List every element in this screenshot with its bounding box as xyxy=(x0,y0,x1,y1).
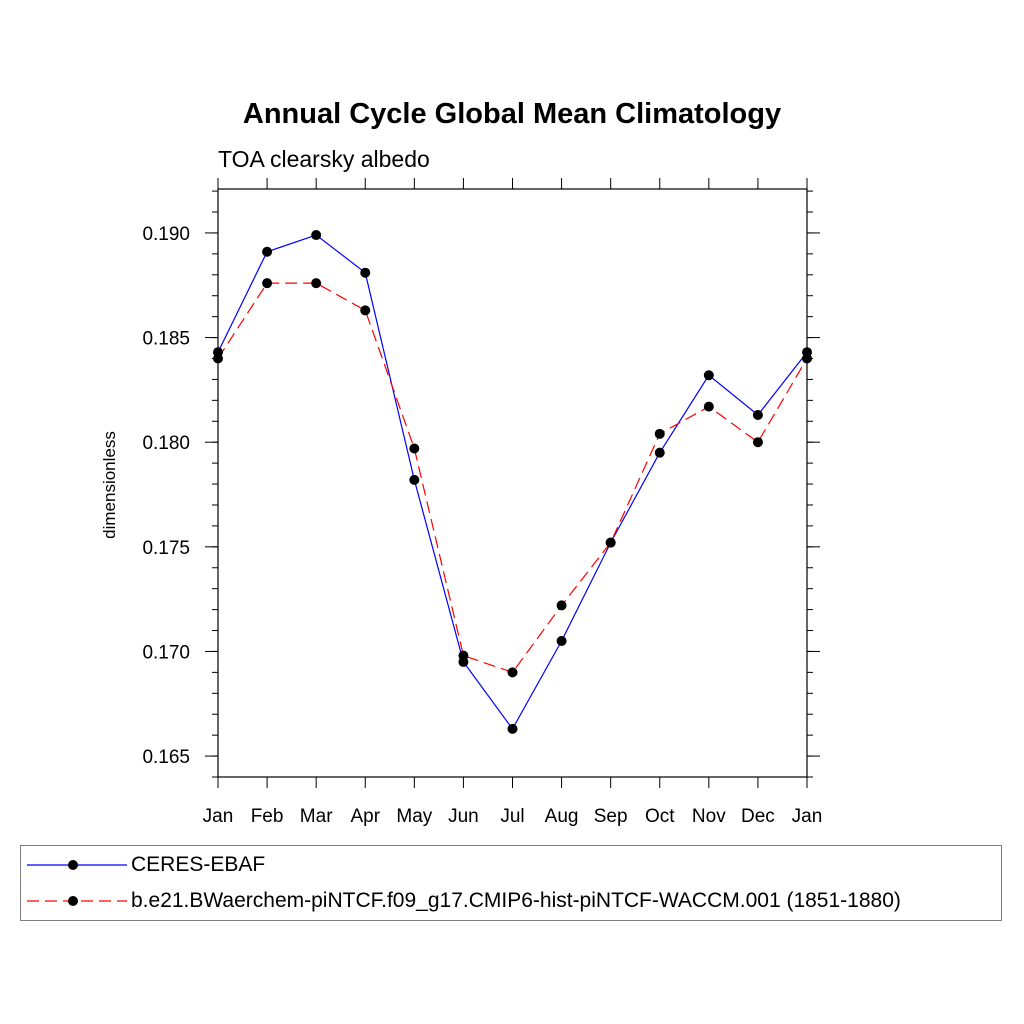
series-1-point xyxy=(654,428,665,439)
legend: CERES-EBAF b.e21.BWaerchem-piNTCF.f09_g1… xyxy=(20,845,1002,921)
y-tick-label: 0.180 xyxy=(142,433,190,454)
x-tick-label: Aug xyxy=(545,806,579,827)
series-1-point xyxy=(458,650,469,661)
x-tick-label: Nov xyxy=(692,806,726,827)
legend-item-model: b.e21.BWaerchem-piNTCF.f09_g17.CMIP6-his… xyxy=(21,886,1001,916)
series-1-point xyxy=(605,537,616,548)
series-line-1 xyxy=(217,282,808,674)
legend-label-model: b.e21.BWaerchem-piNTCF.f09_g17.CMIP6-his… xyxy=(131,889,901,912)
y-tick-label: 0.165 xyxy=(142,747,190,768)
tick-labels: Jan Feb Mar Apr May Jun Jul Aug Sep Oct Nov Dec Jan 0… xyxy=(142,224,822,827)
series-1-point xyxy=(409,443,420,454)
y-tick-label: 0.190 xyxy=(142,224,190,245)
x-tick-label: Apr xyxy=(350,806,380,827)
series-1-point xyxy=(360,305,371,316)
y-tick-label: 0.175 xyxy=(142,538,190,559)
x-tick-label: Feb xyxy=(251,806,284,827)
series-0-point xyxy=(654,447,665,458)
legend-item-ceres: CERES-EBAF xyxy=(21,850,1001,880)
x-tick-label: May xyxy=(396,806,432,827)
x-tick-label: Oct xyxy=(645,806,675,827)
y-axis-label: dimensionless xyxy=(100,431,119,539)
series-0-point xyxy=(360,267,371,278)
series-1-point xyxy=(507,667,518,678)
x-tick-label: Jan xyxy=(203,806,234,827)
series-0-point xyxy=(703,370,714,381)
axis-ticks xyxy=(205,178,820,788)
series-0-point xyxy=(409,474,420,485)
series-1-point xyxy=(262,278,273,289)
series-1-point xyxy=(213,353,223,364)
series-1-point xyxy=(802,353,812,364)
legend-swatch-ceres xyxy=(27,860,127,870)
x-tick-label: Jul xyxy=(500,806,524,827)
x-tick-label: Sep xyxy=(594,806,628,827)
x-tick-label: Dec xyxy=(741,806,775,827)
series-lines xyxy=(217,234,808,730)
chart-title: Annual Cycle Global Mean Climatology xyxy=(243,98,781,130)
series-markers xyxy=(213,230,812,734)
x-tick-label: Jun xyxy=(448,806,479,827)
x-tick-label: Mar xyxy=(300,806,333,827)
plot-frame xyxy=(217,188,808,778)
series-line-0 xyxy=(217,234,808,730)
series-0-point xyxy=(556,635,567,646)
series-0-point xyxy=(311,230,322,241)
y-tick-label: 0.170 xyxy=(142,642,190,663)
series-1-point xyxy=(311,278,322,289)
series-0-point xyxy=(752,409,763,420)
legend-label-ceres: CERES-EBAF xyxy=(131,853,266,876)
series-0-point xyxy=(507,723,518,734)
y-tick-label: 0.185 xyxy=(142,329,190,350)
x-tick-label: Jan xyxy=(792,806,823,827)
series-1-point xyxy=(556,600,567,611)
chart-subtitle: TOA clearsky albedo xyxy=(218,146,430,172)
series-1-point xyxy=(752,437,763,448)
series-0-point xyxy=(262,246,273,257)
series-1-point xyxy=(703,401,714,412)
legend-swatch-model xyxy=(27,896,127,906)
